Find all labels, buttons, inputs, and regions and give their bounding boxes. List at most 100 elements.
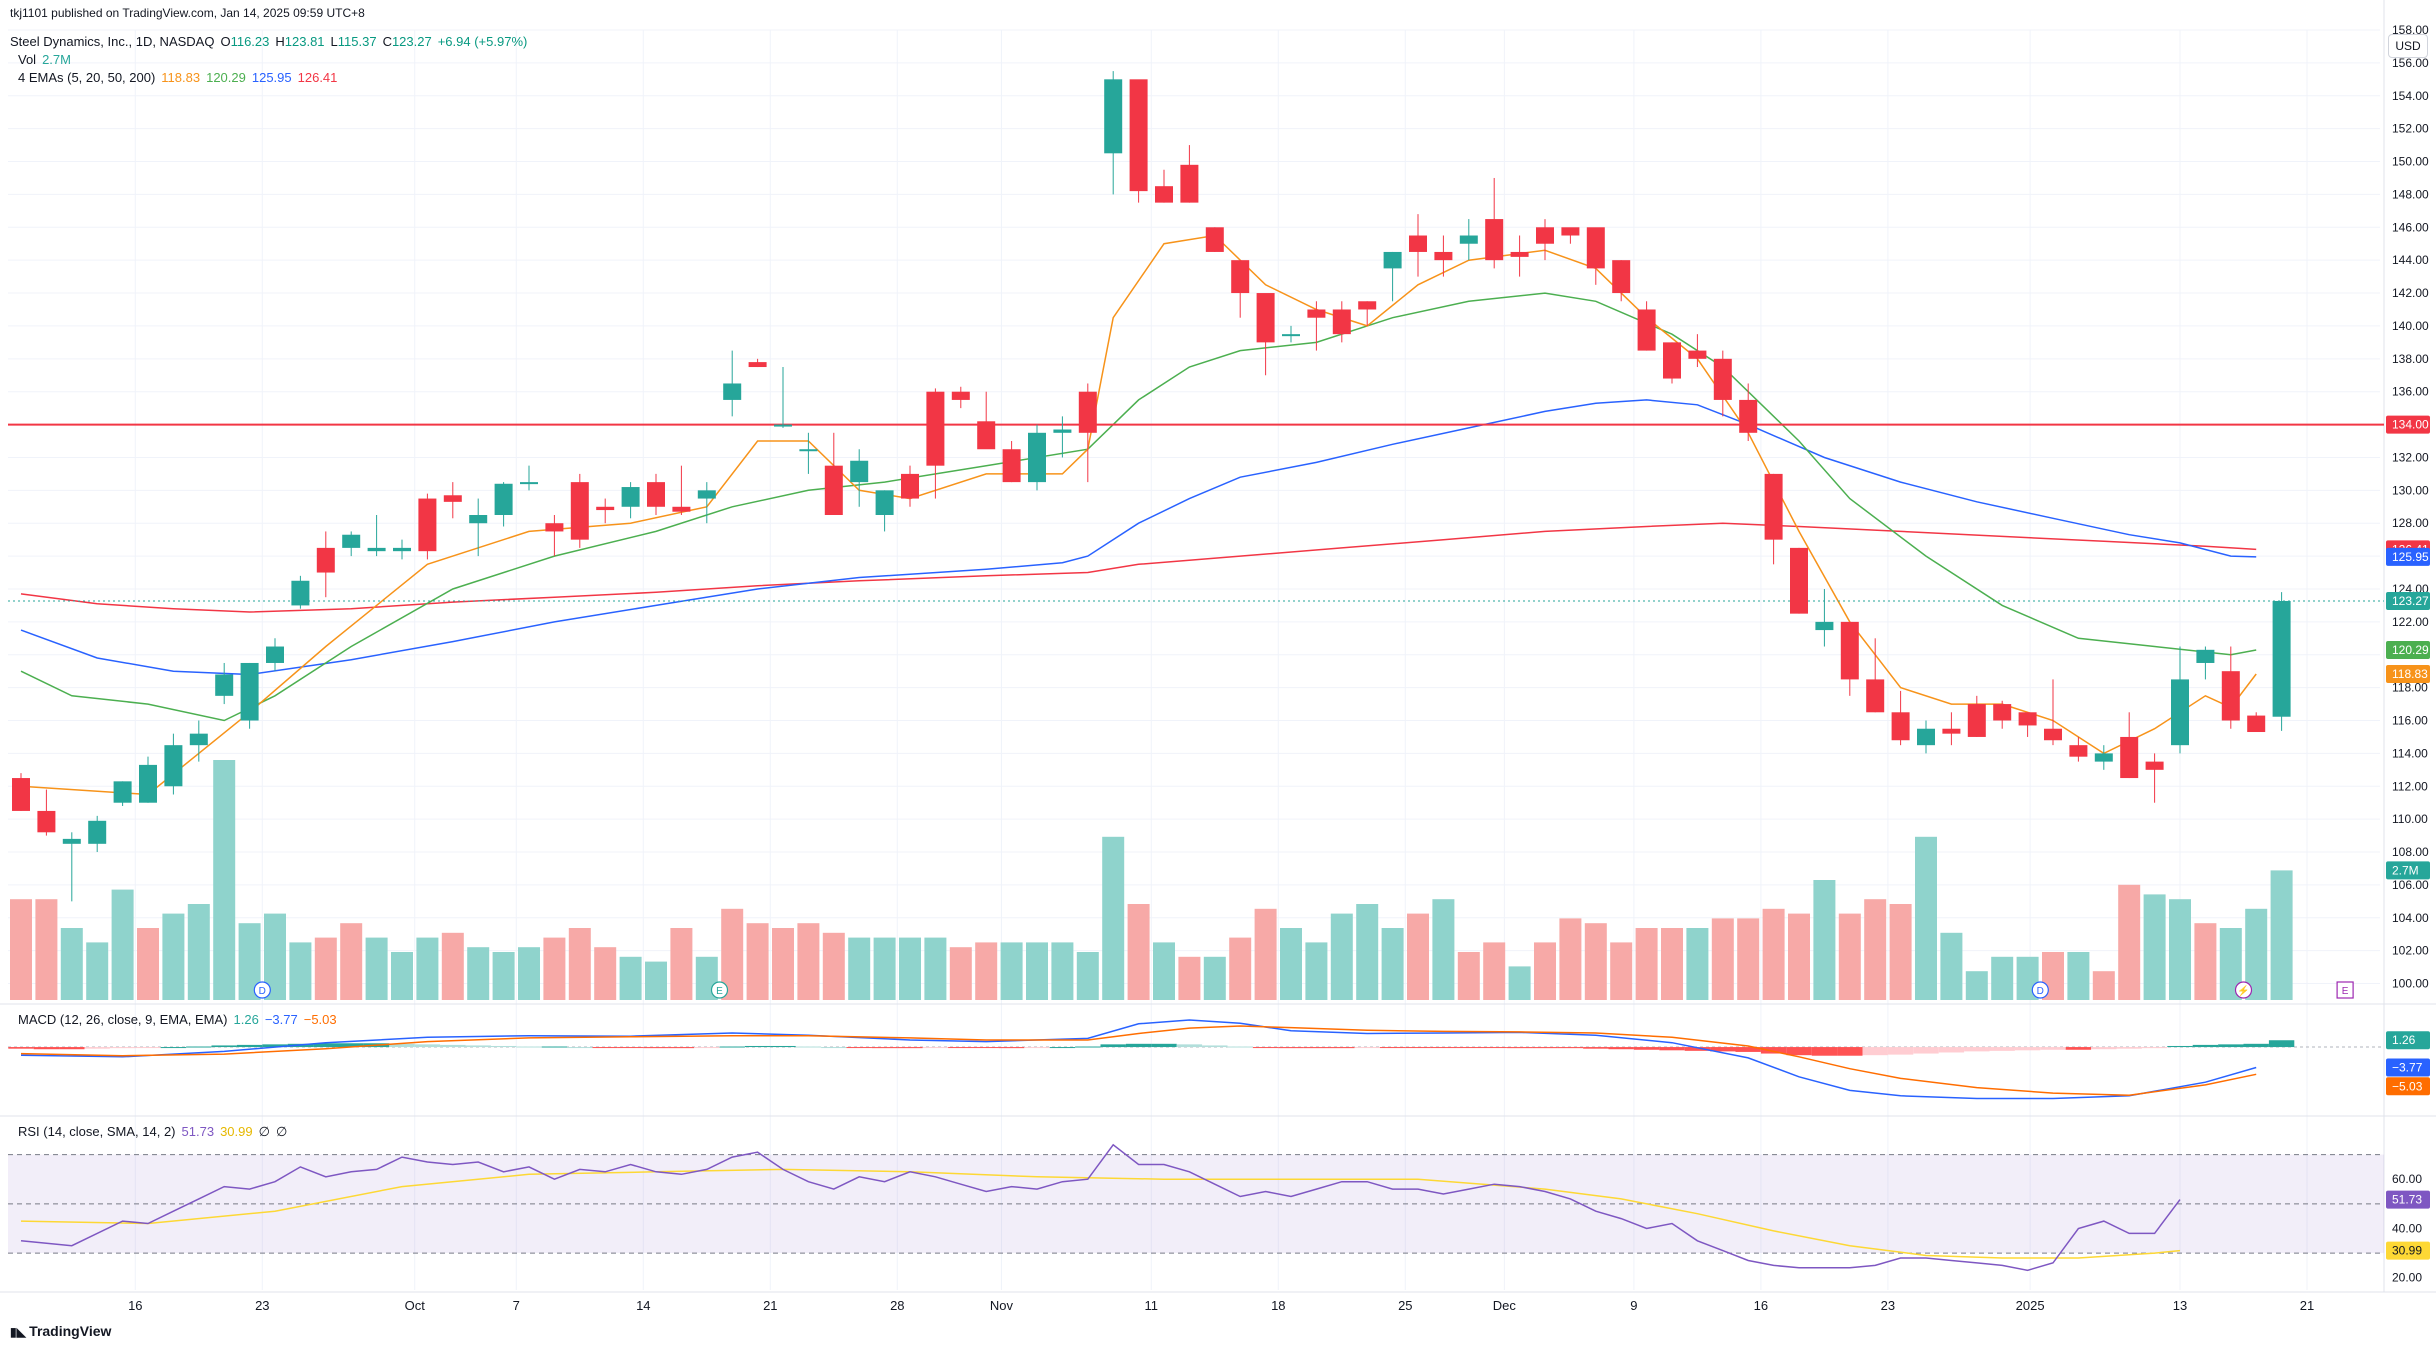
macd-hist-bar (1354, 1047, 1380, 1049)
event-markers[interactable]: D E D ⚡ E (253, 981, 2354, 999)
price-axis-badge (2386, 415, 2430, 434)
rsi-empty-1: ∅ (258, 1124, 270, 1139)
candlesticks[interactable] (12, 71, 2291, 902)
macd-hist-bar (59, 1047, 85, 1050)
macd-hist-value: 1.26 (233, 1012, 259, 1027)
candle-body (164, 745, 183, 787)
candle-body (1409, 235, 1427, 252)
rsi-legend[interactable]: RSI (14, close, SMA, 14, 2) 51.73 30.99 ∅ ∅ (18, 1124, 293, 1140)
rsi-legend-label: RSI (14, close, SMA, 14, 2) (18, 1124, 176, 1139)
horizontal-line[interactable] (8, 423, 2384, 602)
macd-axis-badge (2386, 1077, 2430, 1096)
symbol-name: Steel Dynamics, Inc., 1D, NASDAQ (10, 34, 215, 49)
macd-hist-bar (922, 1047, 949, 1049)
candle-body (901, 473, 919, 499)
candle-body (1332, 309, 1351, 335)
volume-legend[interactable]: Vol 2.7M (18, 52, 77, 67)
price-tick-label: 138.00 (2392, 352, 2429, 366)
ema-legend-label: 4 EMAs (5, 20, 50, 200) (18, 70, 156, 85)
volume-bar (111, 889, 134, 1000)
ema20-line (20, 292, 2257, 722)
candle-body (1002, 449, 1021, 483)
volume-bar (1864, 899, 1887, 1000)
candle-body (1993, 704, 2012, 721)
rsi-axis-badge (2386, 1241, 2430, 1260)
volume-bar (340, 923, 363, 1000)
candle-body (799, 449, 818, 452)
candle-body (1180, 164, 1199, 203)
ema50-line (20, 399, 2257, 676)
macd-hist-bar (1633, 1047, 1660, 1050)
macd-hist-bar (1659, 1047, 1685, 1051)
split-marker-icon (2234, 981, 2253, 999)
volume-bar (391, 952, 413, 1000)
macd-legend[interactable]: MACD (12, 26, close, 9, EMA, EMA) 1.26 −3.… (18, 1012, 343, 1027)
candle-body (1942, 728, 1961, 734)
candle-body (342, 534, 361, 548)
volume-bar (35, 899, 58, 1000)
macd-hist-bar (1608, 1047, 1634, 1050)
macd-hist-bar (1532, 1047, 1558, 1049)
ema-legend[interactable]: 4 EMAs (5, 20, 50, 200) 118.83 120.29 125.9… (18, 70, 343, 85)
price-axis[interactable]: 158.00 156.00 154.00 152.00 150.00 148.00 146.… (2386, 23, 2430, 1285)
macd-hist-bar (541, 1046, 568, 1048)
macd-hist-bar (617, 1047, 644, 1049)
candle-body (697, 490, 716, 499)
macd-hist-bar (186, 1046, 212, 1048)
macd-hist-bar (1024, 1047, 1050, 1049)
candle-body (570, 482, 589, 540)
tv-logo-icon: ▮◣ (10, 1325, 30, 1339)
rsi-sma-value: 30.99 (220, 1124, 253, 1139)
macd-hist-bar (1760, 1047, 1787, 1054)
volume-bar (619, 956, 642, 1000)
volume-bar (1000, 942, 1023, 1000)
price-tick-label: 114.00 (2392, 746, 2428, 760)
volume-bar (1483, 942, 1506, 1000)
candle-body (1739, 399, 1758, 433)
candle-body (1383, 251, 1402, 269)
candle-body (189, 733, 208, 746)
candle-body (723, 383, 742, 400)
rsi-value: 51.73 (181, 1124, 215, 1139)
candle-body (2221, 671, 2240, 721)
ema5-value: 118.83 (161, 70, 201, 85)
candle-body (1155, 186, 1173, 203)
ema50-value: 125.95 (251, 70, 292, 85)
tradingview-logo[interactable]: ▮◣ TradingView (10, 1323, 111, 1339)
candle-body (647, 482, 665, 507)
time-tick-label: 21 (2300, 1298, 2314, 1313)
volume-bar (1076, 952, 1099, 1000)
candle-body (1663, 342, 1681, 379)
macd-hist-bar (694, 1047, 720, 1049)
macd-hist-bar (2065, 1047, 2092, 1050)
volume-bar (594, 947, 617, 1000)
symbol-legend[interactable]: Steel Dynamics, Inc., 1D, NASDAQ O116.23 H… (10, 34, 533, 49)
rsi-axis-badge (2386, 1190, 2430, 1209)
price-tick-label: 122.00 (2392, 615, 2429, 629)
volume-bar (1991, 956, 2014, 1000)
macd-hist-bar (2243, 1043, 2269, 1048)
rsi-tick-label: 40.00 (2392, 1221, 2422, 1235)
currency-button[interactable]: USD (2388, 34, 2428, 58)
macd-line (20, 1019, 2257, 1100)
volume-bar (1559, 918, 1582, 1000)
candle-body (1053, 429, 1072, 433)
rsi-axis-label: 51.73 (2392, 1193, 2422, 1207)
candle-body (139, 764, 157, 803)
time-axis[interactable]: 16 23 Oct 7 14 21 28 Nov 11 18 25 Dec 9 16 23 2025 13 21 (128, 1298, 2314, 1313)
change-value: +6.94 (+5.97%) (437, 34, 528, 49)
macd-hist-bar (2091, 1047, 2117, 1050)
candle-body (2145, 761, 2164, 770)
candle-body (1205, 227, 1224, 252)
candle-body (1358, 301, 1377, 310)
macd-hist-bar (1964, 1047, 1990, 1052)
rsi-empty-2: ∅ (275, 1124, 288, 1139)
price-tick-label: 142.00 (2392, 286, 2429, 300)
candle-body (215, 674, 234, 696)
macd-axis-badge (2386, 1031, 2430, 1050)
volume-bar (1153, 942, 1175, 1000)
volume-bar (721, 908, 744, 1000)
candle-body (875, 490, 894, 515)
candle-body (62, 838, 81, 844)
candle-body (2171, 679, 2189, 746)
